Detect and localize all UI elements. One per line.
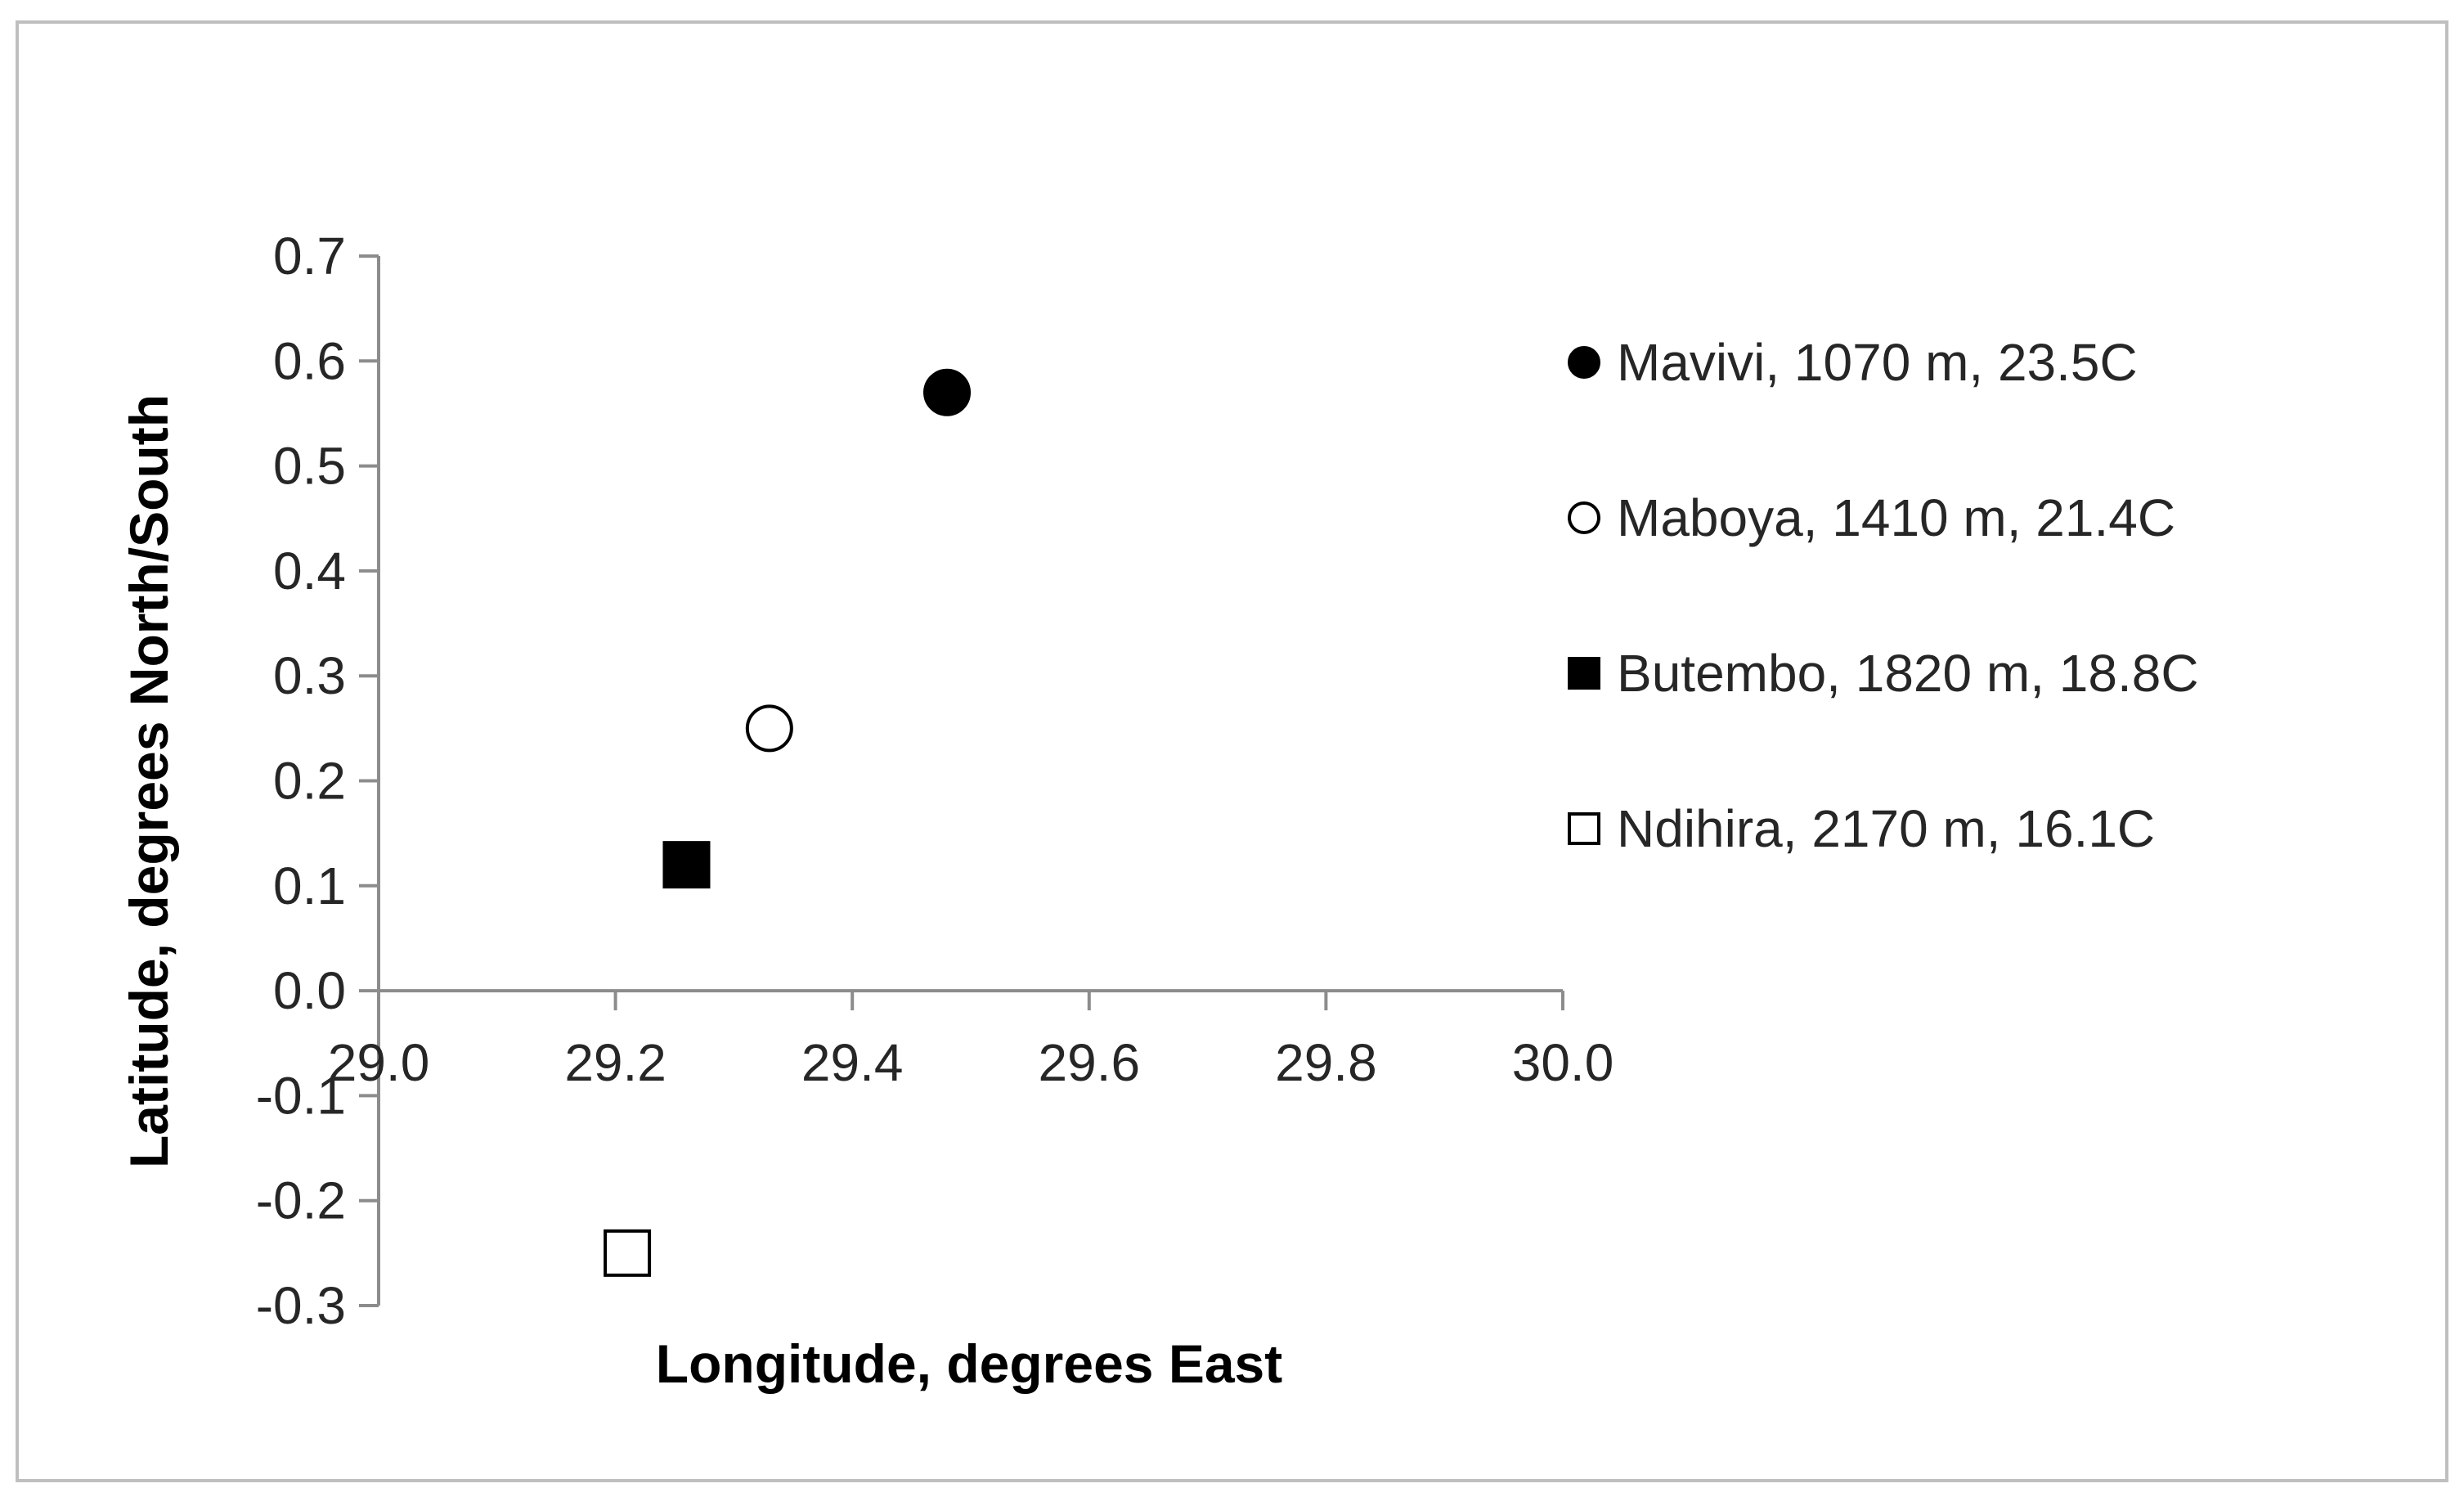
- legend-item: Ndihira, 2170 m, 16.1C: [1568, 799, 2155, 858]
- data-point-2: [745, 704, 793, 753]
- y-axis-ticks: -0.3 -0.2 -0.1 0.0 0.1 0.2 0.3 0.4 0.5 0.6 0.7: [256, 227, 379, 1335]
- y-tick-label: 0.5: [273, 437, 346, 496]
- x-tick-label: 29.6: [1039, 1033, 1141, 1092]
- legend-item: Maboya, 1410 m, 21.4C: [1568, 488, 2175, 547]
- y-tick-label: 0.2: [273, 752, 346, 811]
- legend-item: Mavivi, 1070 m, 23.5C: [1568, 333, 2138, 392]
- y-tick-label: 0.0: [273, 961, 346, 1020]
- legend-label: Maboya, 1410 m, 21.4C: [1617, 488, 2175, 547]
- legend-marker: [1568, 346, 1600, 379]
- y-tick-label: -0.3: [256, 1276, 346, 1335]
- y-tick-label: 0.4: [273, 542, 346, 600]
- y-axis-title: Latitude, degrees North/South: [119, 394, 179, 1168]
- axes: -0.3 -0.2 -0.1 0.0 0.1 0.2 0.3 0.4 0.5 0.6 0.7 29.…: [256, 227, 1614, 1335]
- x-axis-ticks: 29.0 29.2 29.4 29.6 29.8 30.0: [328, 991, 1614, 1092]
- legend-label: Ndihira, 2170 m, 16.1C: [1617, 799, 2155, 858]
- x-axis-title: Longitude, degrees East: [656, 1333, 1282, 1394]
- data-point-1: [923, 368, 972, 416]
- x-tick-label: 29.0: [328, 1033, 430, 1092]
- legend-label: Mavivi, 1070 m, 23.5C: [1617, 333, 2138, 392]
- x-tick-label: 30.0: [1512, 1033, 1614, 1092]
- y-tick-label: -0.2: [256, 1171, 346, 1230]
- x-tick-label: 29.4: [801, 1033, 904, 1092]
- y-tick-label: 0.1: [273, 856, 346, 915]
- y-tick-label: -0.1: [256, 1066, 346, 1125]
- data-points: [604, 368, 972, 1277]
- legend-marker: [1568, 501, 1600, 534]
- legend-marker: [1568, 657, 1600, 690]
- data-point-3: [662, 841, 711, 889]
- data-point-4: [604, 1229, 652, 1277]
- chart-border: [16, 20, 2448, 1482]
- legend-item: Butembo, 1820 m, 18.8C: [1568, 644, 2199, 703]
- y-tick-label: 0.7: [273, 227, 346, 285]
- legend-label: Butembo, 1820 m, 18.8C: [1617, 644, 2199, 703]
- legend: Mavivi, 1070 m, 23.5C Maboya, 1410 m, 21.…: [1568, 333, 2199, 858]
- x-tick-label: 29.8: [1275, 1033, 1377, 1092]
- y-tick-label: 0.3: [273, 646, 346, 705]
- x-tick-label: 29.2: [564, 1033, 666, 1092]
- legend-marker: [1568, 812, 1600, 845]
- y-tick-label: 0.6: [273, 331, 346, 390]
